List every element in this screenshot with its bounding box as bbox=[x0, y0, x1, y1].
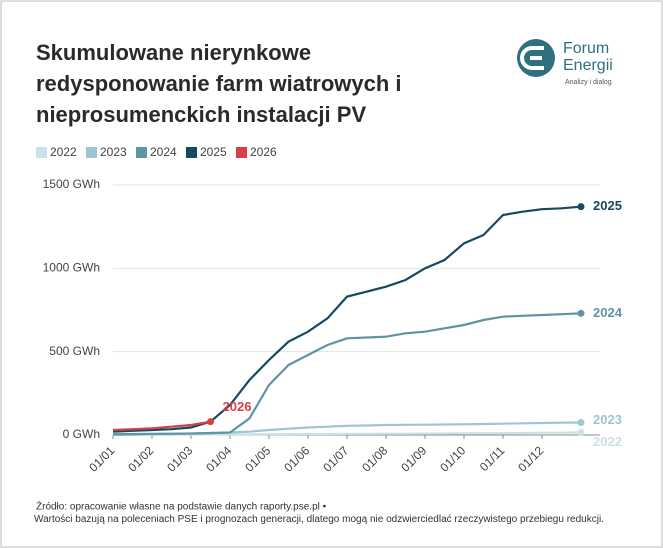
end-label: 2026 bbox=[223, 399, 252, 414]
chart-title: redysponowanie farm wiatrowych i bbox=[36, 71, 402, 96]
series-line bbox=[112, 312, 582, 436]
note: Wartości bazują na poleceniach PSE i pro… bbox=[34, 514, 604, 525]
legend-swatch bbox=[236, 147, 247, 158]
legend-swatch bbox=[86, 147, 97, 158]
chart-title: Skumulowane nierynkowe bbox=[36, 40, 311, 65]
legend-label: 2024 bbox=[150, 145, 177, 159]
end-label: 2025 bbox=[593, 198, 622, 213]
series-line bbox=[112, 205, 582, 433]
note-box: Wartości bazują na poleceniach PSE i pro… bbox=[34, 514, 604, 525]
source: Źródło: opracowanie własne na podstawie … bbox=[36, 500, 327, 513]
y-tick-label: 1000 GWh bbox=[43, 261, 100, 275]
logo-text: Forum bbox=[563, 40, 609, 57]
series-line bbox=[112, 420, 211, 432]
legend-label: 2026 bbox=[250, 145, 277, 159]
y-tick-label: 0 GWh bbox=[63, 427, 100, 441]
end-marker bbox=[577, 419, 585, 426]
legend-label: 2022 bbox=[50, 145, 77, 159]
end-marker bbox=[577, 309, 585, 317]
end-label: 2023 bbox=[593, 412, 622, 427]
y-tick-label: 500 GWh bbox=[49, 344, 100, 358]
logo-glyph bbox=[520, 46, 544, 70]
legend-swatch bbox=[36, 147, 47, 158]
end-marker bbox=[577, 429, 585, 436]
logo-text: Energii bbox=[563, 57, 613, 74]
chart-title: nieprosumenckich instalacji PV bbox=[36, 102, 366, 127]
end-marker bbox=[207, 418, 214, 426]
end-marker bbox=[577, 203, 585, 211]
legend-swatch bbox=[186, 147, 197, 158]
end-label: 2024 bbox=[593, 305, 623, 320]
logo-tagline: Analizy i dialog bbox=[565, 79, 612, 86]
legend-label: 2023 bbox=[100, 145, 127, 159]
legend-label: 2025 bbox=[200, 145, 227, 159]
y-tick-label: 1500 GWh bbox=[43, 177, 100, 191]
legend-swatch bbox=[136, 147, 147, 158]
end-label: 2022 bbox=[593, 434, 622, 449]
